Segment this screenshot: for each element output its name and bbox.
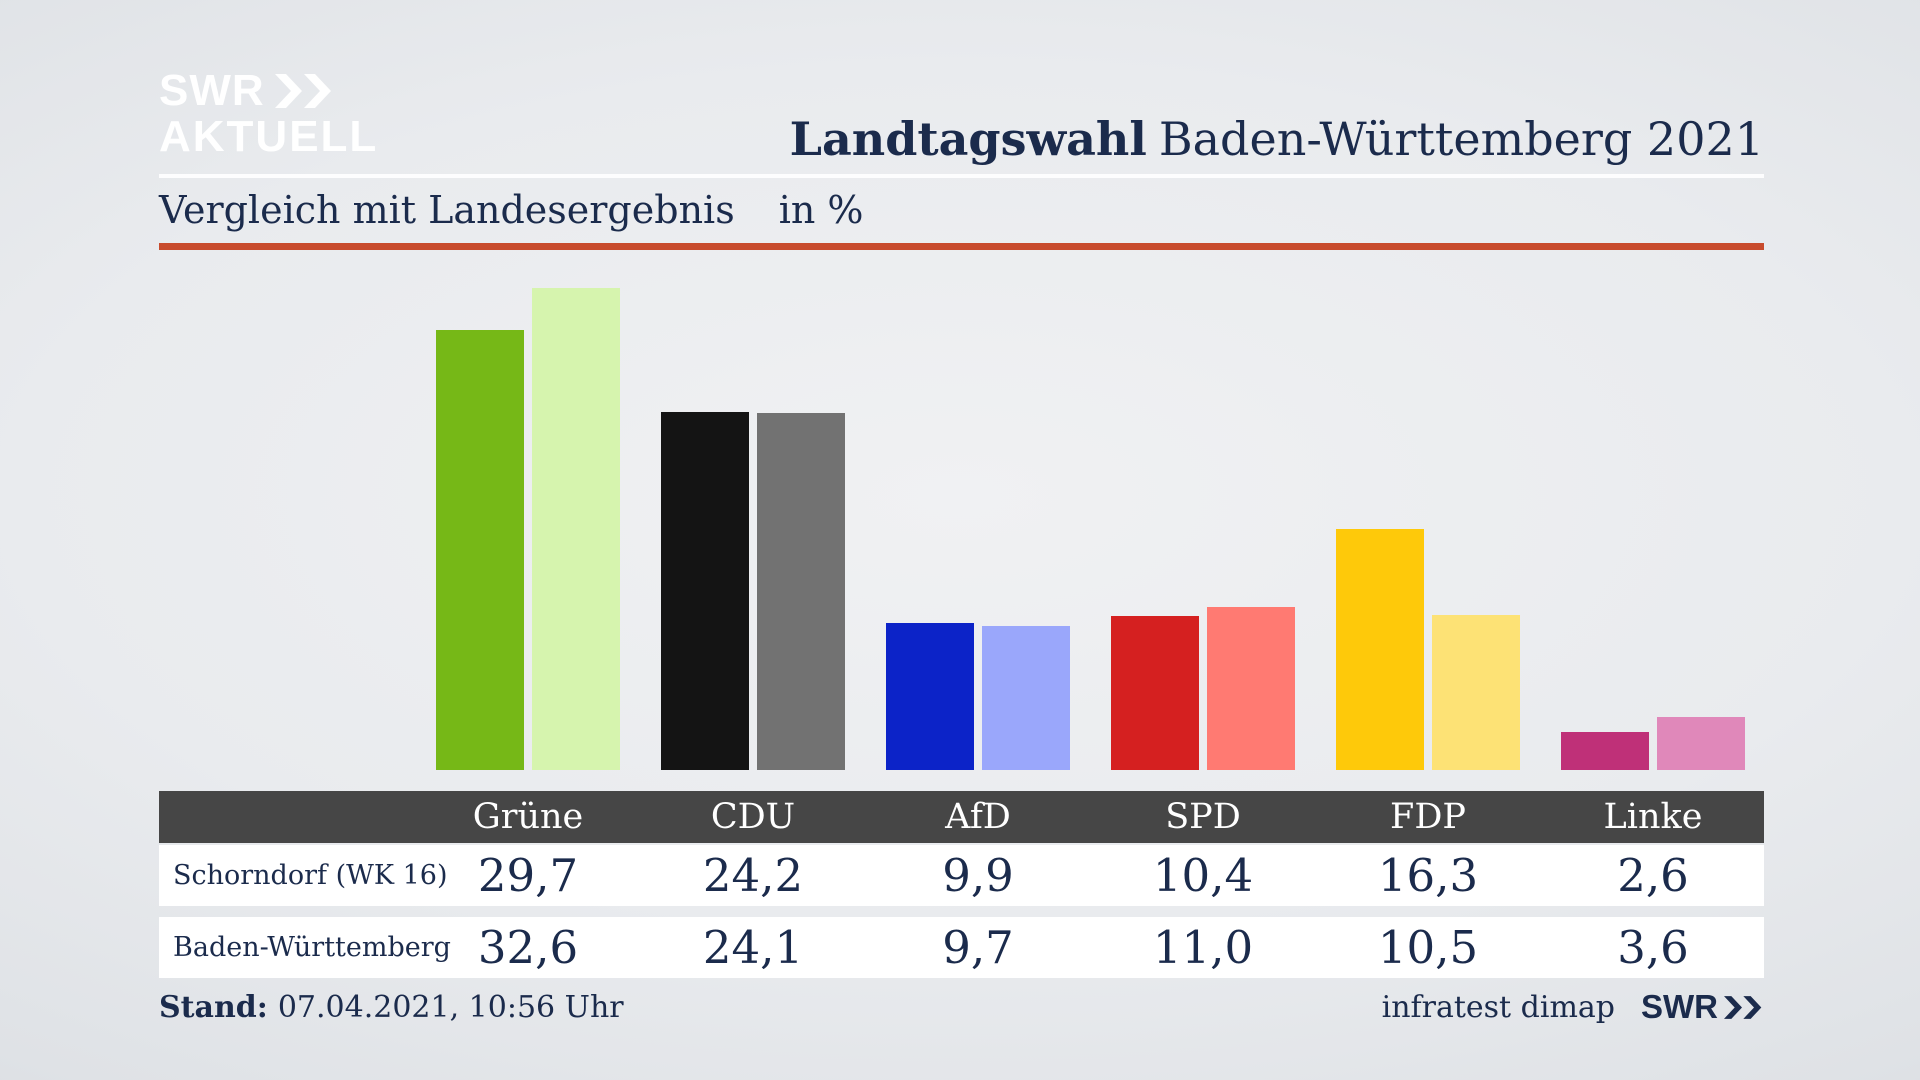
source-attribution: infratest dimap SWR xyxy=(1382,988,1764,1026)
table-row-schorndorf: Schorndorf (WK 16) 29,7 24,2 9,9 10,4 16,3 2,… xyxy=(159,845,1764,906)
table-header-AfD: AfD xyxy=(945,797,1011,837)
table-header-SPD: SPD xyxy=(1165,797,1241,837)
swr-aktuell-logo: SWR AKTUELL xyxy=(159,68,378,160)
bar-SPD-land xyxy=(1207,607,1295,770)
table-cell-AfD-row2: 9,7 xyxy=(942,921,1014,974)
row-label-schorndorf: Schorndorf (WK 16) xyxy=(173,860,448,891)
chart-unit-label: in % xyxy=(778,188,864,232)
chart-subtitle: Vergleich mit Landesergebnis in % xyxy=(159,188,864,232)
swr-footer-logo: SWR xyxy=(1641,988,1764,1026)
bar-CDU-wahlkreis xyxy=(661,412,749,770)
chart-subtitle-text: Vergleich mit Landesergebnis xyxy=(159,188,735,232)
title-bold: Landtagswahl xyxy=(789,112,1147,166)
bar-SPD-wahlkreis xyxy=(1111,616,1199,770)
table-header-Grüne: Grüne xyxy=(472,797,584,837)
swr-footer-chevrons-icon xyxy=(1724,995,1762,1019)
stand-value: 07.04.2021, 10:56 Uhr xyxy=(277,990,624,1025)
bar-FDP-wahlkreis xyxy=(1336,529,1424,770)
swr-chevrons-icon xyxy=(274,74,331,108)
title-regular: Baden-Württemberg 2021 xyxy=(1158,112,1764,166)
table-cell-SPD-row2: 11,0 xyxy=(1152,921,1254,974)
table-header-CDU: CDU xyxy=(710,797,796,837)
table-cell-CDU-row1: 24,2 xyxy=(702,849,804,902)
bar-CDU-land xyxy=(757,413,845,770)
table-header-FDP: FDP xyxy=(1390,797,1466,837)
table-cell-Linke-row1: 2,6 xyxy=(1617,849,1689,902)
bar-FDP-land xyxy=(1432,615,1520,770)
swr-footer-logo-text: SWR xyxy=(1641,988,1718,1025)
bar-AfD-wahlkreis xyxy=(886,623,974,770)
red-accent-line xyxy=(159,243,1764,250)
table-cell-FDP-row2: 10,5 xyxy=(1377,921,1479,974)
table-cell-Linke-row2: 3,6 xyxy=(1617,921,1689,974)
table-cell-SPD-row1: 10,4 xyxy=(1152,849,1254,902)
table-header-row: Grüne CDU AfD SPD FDP Linke xyxy=(159,791,1764,843)
table-cell-CDU-row2: 24,1 xyxy=(702,921,804,974)
aktuell-logo-text: AKTUELL xyxy=(159,112,379,161)
table-cell-FDP-row1: 16,3 xyxy=(1377,849,1479,902)
page-title: Landtagswahl Baden-Württemberg 2021 xyxy=(790,113,1764,165)
source-name: infratest dimap xyxy=(1381,989,1615,1025)
table-cell-Grüne-row1: 29,7 xyxy=(477,849,579,902)
table-row-baden-wuerttemberg: Baden-Württemberg 32,6 24,1 9,7 11,0 10,5 3,6 xyxy=(159,917,1764,978)
status-line: Stand: 07.04.2021, 10:56 Uhr xyxy=(159,990,624,1025)
bar-Linke-land xyxy=(1657,717,1745,770)
bar-Grüne-land xyxy=(532,288,620,770)
table-header-Linke: Linke xyxy=(1603,797,1703,837)
table-cell-Grüne-row2: 32,6 xyxy=(477,921,579,974)
row-label-baden-wuerttemberg: Baden-Württemberg xyxy=(173,932,451,963)
bar-Grüne-wahlkreis xyxy=(436,330,524,770)
swr-logo-text: SWR xyxy=(159,66,265,115)
stand-label: Stand: xyxy=(159,990,268,1025)
table-cell-AfD-row1: 9,9 xyxy=(942,849,1014,902)
header-separator-line xyxy=(159,174,1764,178)
bar-Linke-wahlkreis xyxy=(1561,732,1649,770)
bar-AfD-land xyxy=(982,626,1070,770)
